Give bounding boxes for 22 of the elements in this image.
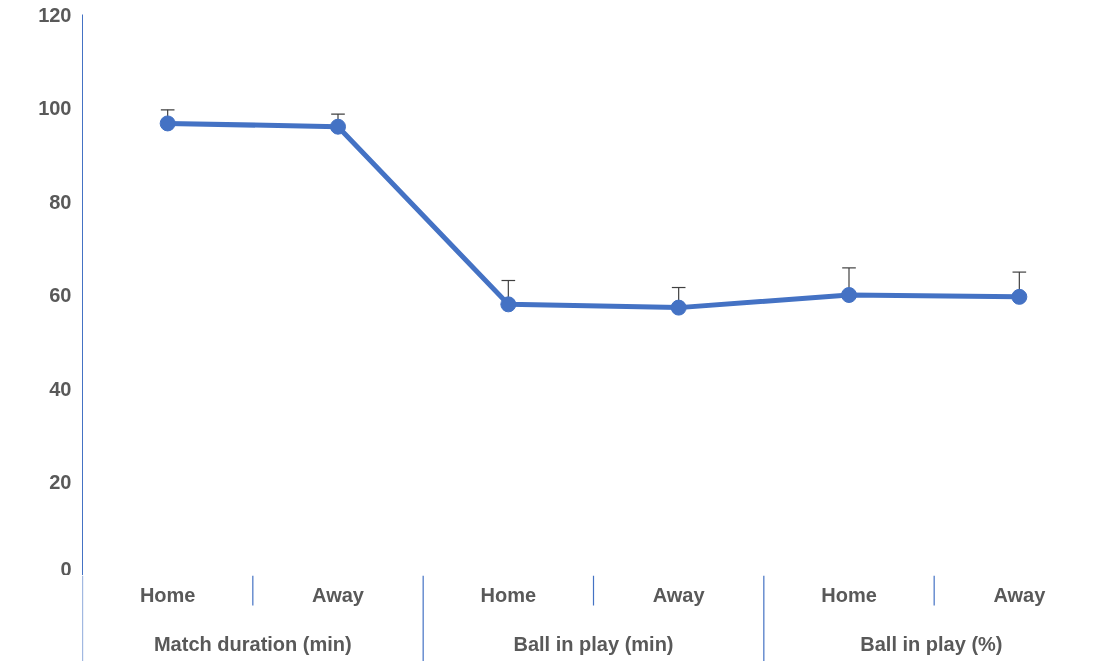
x-tick-label: Away	[312, 583, 365, 606]
x-tick-label: Home	[821, 583, 877, 606]
point	[1011, 288, 1028, 305]
y-tick-label: 20	[49, 471, 72, 493]
x-tick-label: Home	[139, 583, 196, 606]
x-tick-label: Home	[480, 583, 537, 606]
y-tick-label: 0	[60, 557, 72, 580]
y-tick-label: 40	[49, 377, 72, 400]
x-tick-label: Away	[652, 583, 706, 606]
y-tick-label: 60	[49, 284, 72, 306]
point	[159, 115, 176, 132]
y-tick-label: 80	[49, 190, 72, 213]
text: Ball in play (min)	[513, 633, 674, 656]
point	[670, 299, 687, 316]
point	[330, 118, 346, 135]
text: Ball in play (%)	[860, 633, 1003, 656]
point	[841, 287, 857, 303]
text: Match duration (min)	[153, 633, 352, 656]
point	[500, 296, 517, 313]
y-tick-label: 100	[38, 97, 72, 119]
y-tick-label: 120	[38, 3, 72, 26]
x-tick-label: Away	[993, 583, 1047, 606]
